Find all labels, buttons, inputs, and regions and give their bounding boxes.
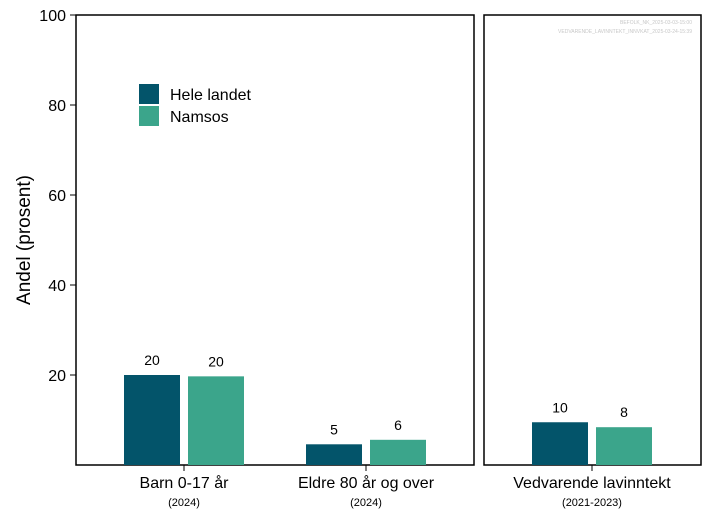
bar-value-label: 20 xyxy=(144,352,160,368)
legend-label-namsos: Namsos xyxy=(170,109,229,126)
bar-value-label: 10 xyxy=(552,399,568,415)
bar-value-label: 6 xyxy=(394,417,402,433)
legend-swatch-hele-landet xyxy=(139,84,159,104)
x-category-label: Eldre 80 år og over xyxy=(298,474,435,492)
y-tick-label: 60 xyxy=(48,188,66,205)
chart-panel-right xyxy=(483,14,702,466)
bar-value-label: 20 xyxy=(208,353,224,369)
x-period-label: (2024) xyxy=(350,497,382,509)
watermark-line-2: VEDVARENDE_LAVINNTEKT_INNVKAT_2025-03-24… xyxy=(558,29,692,35)
bar-hele-landet xyxy=(532,422,588,465)
x-period-label: (2024) xyxy=(168,497,200,509)
y-tick-label: 40 xyxy=(48,278,66,295)
bar-namsos xyxy=(370,439,426,465)
bars-group: 20 20 5 6 10 8 xyxy=(124,352,652,465)
x-axis-labels: Barn 0-17 år (2024) Eldre 80 år og over (20… xyxy=(140,465,671,509)
y-tick-label: 100 xyxy=(39,8,66,25)
x-category-label: Barn 0-17 år xyxy=(140,474,230,492)
bar-value-label: 8 xyxy=(620,404,628,420)
bar-namsos xyxy=(596,427,652,465)
watermark-line-1: BEFOLK_NK_2025-03-03-15:00 xyxy=(620,20,692,26)
y-axis-ticks: 20 40 60 80 100 xyxy=(39,8,76,385)
bar-hele-landet xyxy=(306,444,362,465)
legend: Hele landet Namsos xyxy=(139,84,252,126)
bar-value-label: 5 xyxy=(330,421,338,437)
bar-namsos xyxy=(188,376,244,465)
x-category-label: Vedvarende lavinntekt xyxy=(513,475,671,492)
y-axis-title: Andel (prosent) xyxy=(14,175,35,305)
x-period-label: (2021-2023) xyxy=(562,497,622,509)
bar-hele-landet xyxy=(124,375,180,465)
legend-swatch-namsos xyxy=(139,106,159,126)
legend-label-hele-landet: Hele landet xyxy=(170,87,252,104)
y-tick-label: 20 xyxy=(48,368,66,385)
chart-panel-left xyxy=(75,14,475,466)
y-tick-label: 80 xyxy=(48,98,66,115)
